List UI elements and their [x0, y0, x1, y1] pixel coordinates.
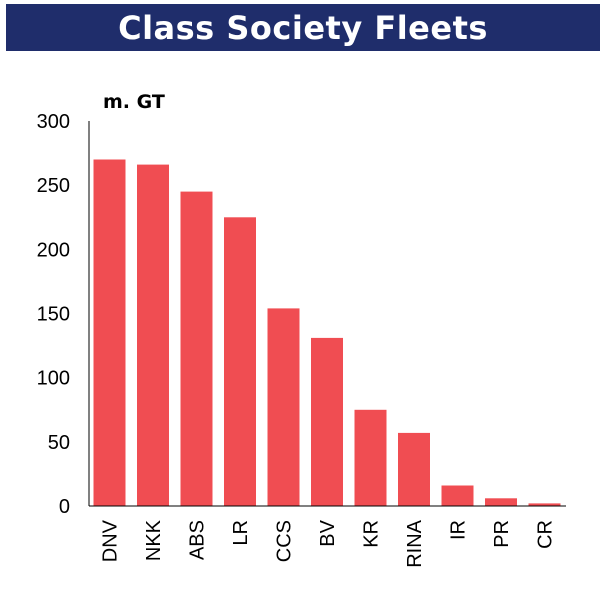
- bar-nkk: [137, 164, 169, 506]
- bar-ir: [441, 485, 474, 506]
- bar-abs: [180, 191, 213, 506]
- y-tick-label: 300: [37, 111, 70, 133]
- x-tick-label: KR: [361, 520, 383, 548]
- bar-rina: [398, 432, 430, 506]
- x-tick-label: NKK: [143, 519, 165, 561]
- y-tick-label: 0: [59, 496, 70, 518]
- y-unit-label: m. GT: [103, 91, 165, 113]
- bar-kr: [354, 409, 387, 507]
- x-tick-label: ABS: [187, 520, 209, 560]
- x-tick-label: LR: [230, 520, 252, 546]
- y-tick-label: 150: [37, 304, 70, 326]
- bar-pr: [485, 498, 517, 506]
- bar-cr: [528, 503, 561, 506]
- bar-lr: [224, 217, 256, 507]
- bar-dnv: [93, 159, 126, 506]
- y-tick-label: 200: [37, 239, 70, 261]
- x-tick-label: DNV: [100, 519, 122, 562]
- bar-bv: [311, 337, 343, 506]
- x-tick-label: RINA: [404, 519, 426, 567]
- y-tick-label: 100: [37, 368, 70, 390]
- x-tick-label: CCS: [274, 520, 296, 562]
- x-tick-label: CR: [535, 520, 557, 549]
- bar-ccs: [267, 308, 300, 506]
- y-tick-label: 50: [48, 432, 70, 454]
- chart-title: Class Society Fleets: [6, 4, 600, 51]
- x-tick-label: PR: [491, 520, 513, 548]
- y-tick-label: 250: [37, 175, 70, 197]
- x-tick-label: IR: [448, 520, 470, 540]
- x-tick-label: BV: [317, 519, 339, 546]
